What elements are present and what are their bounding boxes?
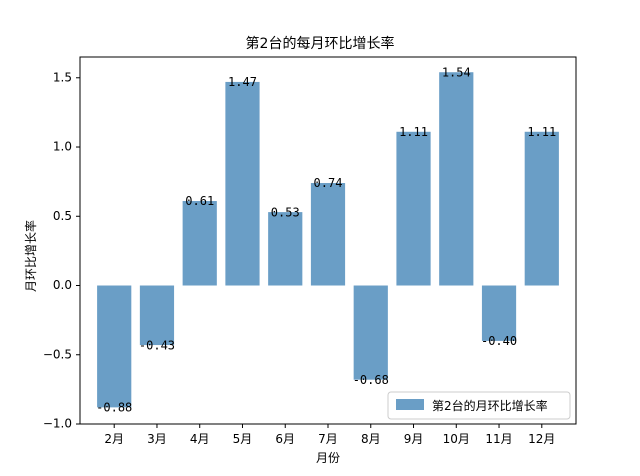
y-axis-label: 月环比增长率 (23, 220, 38, 292)
data-label-2: -0.43 (139, 338, 175, 352)
bar-3 (182, 201, 217, 286)
data-label-1: -0.88 (96, 401, 132, 415)
data-label-6: 0.74 (314, 176, 343, 190)
data-label-3: 0.61 (185, 194, 214, 208)
y-tick-label-1: −1.0 (43, 417, 72, 431)
data-label-8: 1.11 (399, 125, 428, 139)
data-label-9: 1.54 (442, 65, 471, 79)
bar-8 (396, 131, 431, 286)
x-tick-label-11: 12月 (528, 432, 555, 446)
x-axis-label: 月份 (316, 451, 340, 465)
bar-5 (268, 212, 303, 286)
y-tick-label-2: −0.5 (43, 347, 72, 361)
legend-swatch (396, 399, 424, 410)
bar-6 (310, 183, 346, 286)
legend-frame (387, 391, 571, 420)
chart-title: 第2台的每月环比增长率 (246, 35, 395, 52)
y-tick-label-3: 0.0 (53, 278, 72, 292)
bar-10 (481, 285, 517, 341)
x-tick-label-9: 10月 (443, 432, 470, 446)
x-tick-label-1: 2月 (104, 432, 124, 446)
bar-2 (139, 285, 175, 346)
x-tick-label-8: 9月 (404, 432, 424, 446)
plot-area: -0.88 -0.43 0.61 1.47 0.53 0.74 -0.68 1.11 1.54 -… (43, 56, 577, 446)
x-tick-label-5: 6月 (275, 432, 295, 446)
data-label-4: 1.47 (228, 75, 257, 89)
bar-9 (439, 72, 474, 286)
bar-1 (97, 285, 132, 408)
legend: 第2台的月环比增长率 (387, 391, 571, 420)
x-tick-label-6: 7月 (318, 432, 338, 446)
data-label-7: -0.68 (353, 373, 389, 387)
x-tick-label-7: 8月 (361, 432, 381, 446)
x-tick-label-2: 3月 (147, 432, 167, 446)
data-label-5: 0.53 (271, 205, 300, 219)
bar-4 (225, 81, 260, 286)
legend-label: 第2台的月环比增长率 (432, 398, 548, 413)
x-tick-label-4: 5月 (233, 432, 253, 446)
x-tick-label-10: 11月 (485, 432, 512, 446)
x-tick-label-3: 4月 (190, 432, 210, 446)
bar-7 (353, 285, 388, 380)
data-label-10: -0.40 (481, 334, 517, 348)
data-label-11: 1.11 (527, 125, 556, 139)
bar-11 (524, 131, 559, 286)
y-tick-label-6: 1.5 (53, 70, 72, 84)
y-tick-label-5: 1.0 (53, 140, 72, 154)
y-tick-label-4: 0.5 (53, 209, 72, 223)
